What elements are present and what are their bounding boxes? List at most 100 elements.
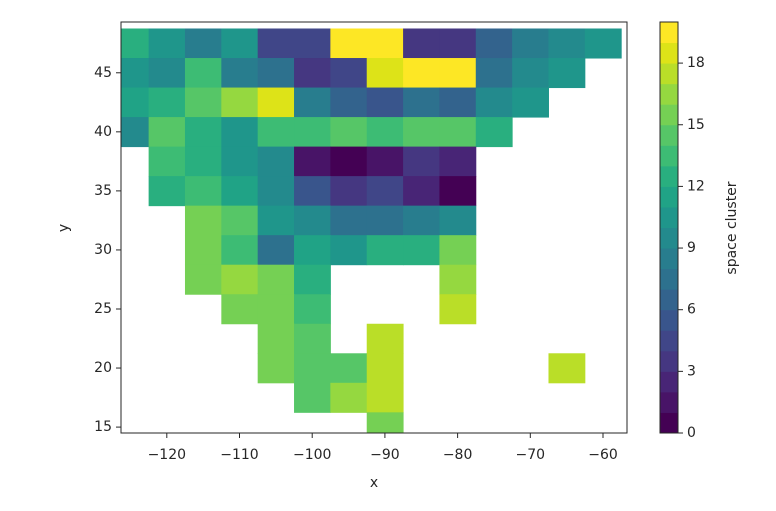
cell [257, 323, 295, 354]
cell [148, 58, 186, 89]
cell [366, 382, 404, 413]
colorbar-tick-label: 0 [687, 425, 696, 441]
colorbar-segment [660, 350, 678, 372]
cell [294, 323, 331, 354]
colorbar-segment [660, 268, 678, 290]
colorbar-segment [660, 206, 678, 228]
cell [257, 58, 295, 89]
cell [184, 87, 222, 118]
colorbar-segment [660, 309, 678, 331]
cell [439, 58, 477, 89]
cell [584, 28, 622, 59]
cell [221, 176, 259, 207]
y-tick-label: 30 [94, 242, 112, 258]
x-tick-label: −90 [370, 447, 400, 463]
cell [475, 58, 513, 89]
plot-frame [120, 21, 628, 434]
cell [403, 117, 440, 148]
cell [184, 235, 222, 266]
cell [366, 323, 404, 354]
cell [221, 117, 259, 148]
cell [366, 205, 404, 236]
cell [475, 28, 513, 59]
cell [184, 205, 222, 236]
cell [439, 205, 477, 236]
cell [439, 87, 477, 118]
cell [257, 205, 295, 236]
cell [366, 58, 404, 89]
cell [330, 205, 368, 236]
cell [330, 28, 368, 59]
cell [366, 117, 404, 148]
colorbar [660, 22, 678, 434]
cell [403, 176, 440, 207]
y-tick-label: 20 [94, 360, 112, 376]
colorbar-segment [660, 165, 678, 187]
colorbar-segment [660, 248, 678, 270]
colorbar-segment [660, 63, 678, 85]
cell [439, 117, 477, 148]
cell [366, 146, 404, 177]
cell [184, 176, 222, 207]
cell [257, 117, 295, 148]
cell [257, 87, 295, 118]
cell [148, 176, 186, 207]
cell [548, 28, 586, 59]
cell [221, 235, 259, 266]
cell [294, 117, 331, 148]
colorbar-tick-label: 9 [687, 240, 696, 256]
cell [148, 146, 186, 177]
cell [475, 117, 513, 148]
cell [330, 58, 368, 89]
cell [184, 28, 222, 59]
y-tick-label: 45 [94, 65, 112, 81]
cell [330, 235, 368, 266]
cell [366, 235, 404, 266]
x-axis-label: x [370, 475, 378, 491]
colorbar-segment [660, 227, 678, 249]
cell [330, 176, 368, 207]
cell [257, 146, 295, 177]
cell [439, 28, 477, 59]
colorbar-segment [660, 186, 678, 208]
cell [330, 117, 368, 148]
x-tick-label: −80 [443, 447, 473, 463]
cell [366, 353, 404, 384]
cell [366, 87, 404, 118]
cell [330, 382, 368, 413]
cell [439, 294, 477, 325]
cell [184, 264, 222, 295]
cell [330, 353, 368, 384]
cell [366, 28, 404, 59]
cell [548, 353, 586, 384]
cell [121, 87, 150, 118]
cell [257, 28, 295, 59]
x-tick-label: −70 [516, 447, 546, 463]
cell [330, 146, 368, 177]
colorbar-segment [660, 42, 678, 64]
cell [439, 176, 477, 207]
cell [475, 87, 513, 118]
colorbar-segment [660, 104, 678, 126]
colorbar-segment [660, 412, 678, 434]
cell [257, 353, 295, 384]
colorbar-segment [660, 83, 678, 105]
y-tick-label: 25 [94, 301, 112, 317]
cell [294, 235, 331, 266]
cell [257, 264, 295, 295]
colorbar-segment [660, 124, 678, 146]
colorbar-tick-label: 18 [687, 55, 705, 71]
cell [294, 58, 331, 89]
y-tick-label: 35 [94, 183, 112, 199]
cell [184, 117, 222, 148]
y-tick-label: 40 [94, 124, 112, 140]
cell [184, 58, 222, 89]
cell [294, 382, 331, 413]
colorbar-segment [660, 391, 678, 413]
cell [439, 235, 477, 266]
cell [221, 87, 259, 118]
cell [403, 235, 440, 266]
colorbar-tick-label: 3 [687, 363, 696, 379]
